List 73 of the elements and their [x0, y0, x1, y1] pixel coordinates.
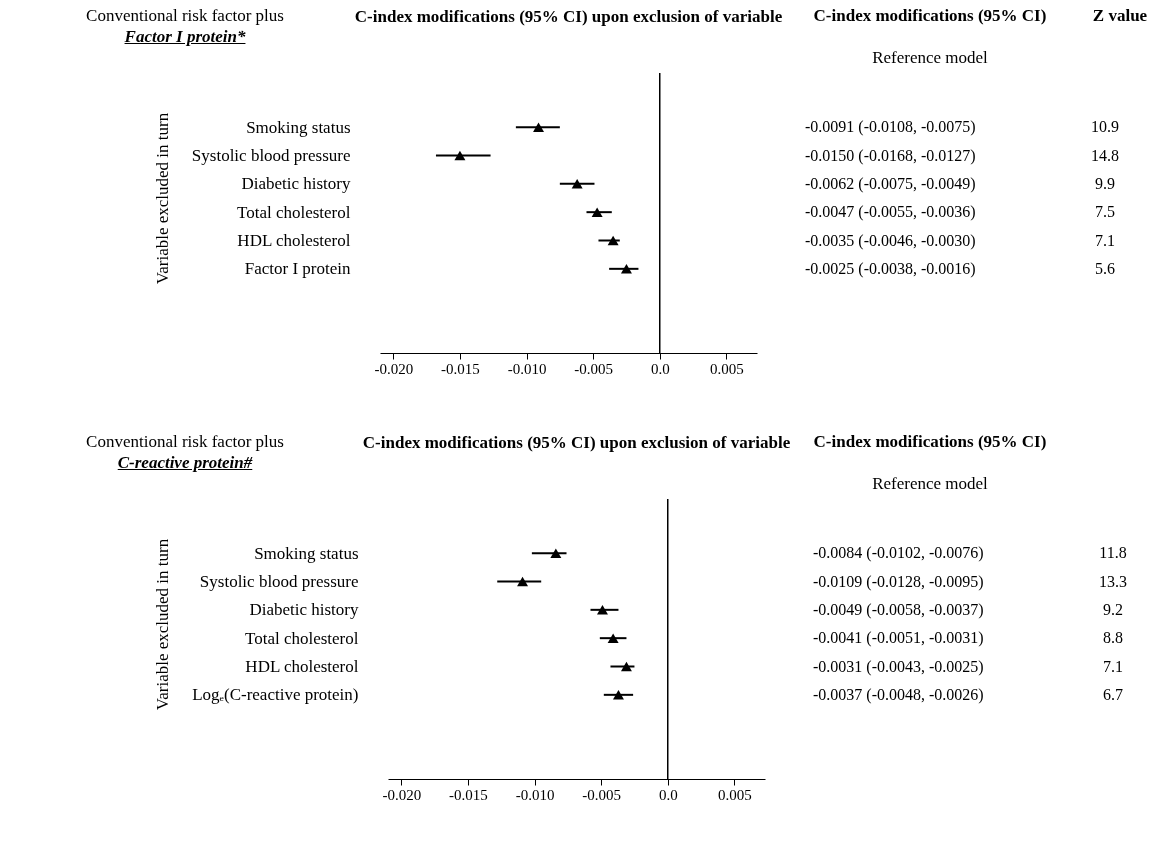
y-axis-title: Variable excluded in turn [153, 538, 173, 711]
x-tick-label: -0.015 [449, 786, 488, 803]
y-tick-label: Logₑ(C-reactive protein) [192, 685, 359, 705]
y-tick-label: Systolic blood pressure [199, 572, 359, 591]
y-tick-label: Total cholesterol [236, 202, 351, 222]
data-label: -0.0049 (-0.0058, -0.0037) [813, 600, 984, 619]
y-axis-title: Variable excluded in turn [152, 112, 172, 285]
text: Conventional risk factor plus [85, 432, 285, 452]
text: 13.3 [1099, 572, 1127, 590]
text: Reference model [871, 474, 989, 494]
y-tick-label: Smoking status [246, 117, 351, 137]
point [517, 576, 529, 587]
data-label: -0.0150 (-0.0168, -0.0127) [805, 146, 976, 165]
text: 5.6 [1095, 259, 1115, 277]
text: 9.2 [1103, 600, 1123, 618]
text: C-index modifications (95% CI) [812, 432, 1048, 452]
y-tick-label: Factor I protein [244, 259, 351, 279]
data-label: -0.0062 (-0.0075, -0.0049) [805, 174, 976, 193]
data-label: -0.0047 (-0.0055, -0.0036) [805, 203, 976, 222]
text: Reference model [871, 48, 989, 68]
text: C-reactive protein# [116, 453, 254, 473]
data-label: -0.0091 (-0.0108, -0.0075) [805, 118, 976, 137]
chart-title: C-index modifications (95% CI) upon exclusion of variable [362, 433, 791, 453]
text: 7.1 [1095, 231, 1115, 249]
x-tick-label: -0.005 [582, 786, 622, 803]
data-label: -0.0035 (-0.0046, -0.0030) [805, 231, 976, 250]
x-tick-label: 0.0 [658, 786, 678, 803]
x-tick-label: -0.010 [507, 360, 547, 377]
y-tick-label: Smoking status [254, 543, 359, 563]
point [607, 235, 619, 246]
point [612, 690, 624, 700]
point [454, 150, 466, 161]
text: 7.1 [1103, 657, 1123, 675]
x-tick-label: -0.020 [374, 360, 414, 377]
data-label: -0.0025 (-0.0038, -0.0016) [805, 259, 976, 278]
point [550, 548, 562, 558]
text: 14.8 [1091, 146, 1119, 164]
x-tick-label: 0.005 [717, 786, 752, 803]
point [607, 633, 619, 643]
y-tick-label: Diabetic history [241, 174, 351, 194]
y-tick-label: Systolic blood pressure [191, 146, 351, 165]
x-tick-label: -0.015 [441, 360, 480, 377]
data-label: -0.0037 (-0.0048, -0.0026) [813, 685, 984, 704]
point [620, 661, 632, 672]
text: 11.8 [1099, 544, 1127, 562]
point [591, 207, 603, 217]
text: 8.8 [1103, 629, 1123, 647]
point [620, 264, 632, 274]
data-label: -0.0109 (-0.0128, -0.0095) [813, 572, 984, 591]
x-tick-label: 0.005 [709, 360, 744, 377]
data-label: -0.0084 (-0.0102, -0.0076) [813, 544, 984, 563]
text: C-index modifications (95% CI) [812, 6, 1048, 26]
point [597, 605, 608, 615]
y-tick-label: Total cholesterol [244, 628, 359, 648]
text: Z value [1091, 6, 1149, 26]
data-label: -0.0041 (-0.0051, -0.0031) [813, 629, 984, 648]
point [533, 122, 544, 132]
text: 10.9 [1091, 118, 1119, 136]
data-label: -0.0031 (-0.0043, -0.0025) [813, 657, 984, 676]
text: 7.5 [1095, 203, 1115, 221]
text: 6.7 [1103, 685, 1123, 703]
x-tick-label: 0.0 [650, 360, 670, 377]
chart-title: C-index modifications (95% CI) upon exclusion of variable [354, 7, 783, 27]
y-tick-label: HDL cholesterol [237, 231, 351, 250]
point [571, 179, 583, 189]
x-tick-label: -0.010 [515, 786, 555, 803]
text: Factor I protein* [123, 27, 247, 47]
text: Conventional risk factor plus [85, 6, 285, 26]
text: 9.9 [1095, 174, 1115, 192]
y-tick-label: HDL cholesterol [245, 657, 359, 676]
y-tick-label: Diabetic history [249, 600, 359, 620]
x-tick-label: -0.020 [382, 786, 422, 803]
x-tick-label: -0.005 [574, 360, 614, 377]
